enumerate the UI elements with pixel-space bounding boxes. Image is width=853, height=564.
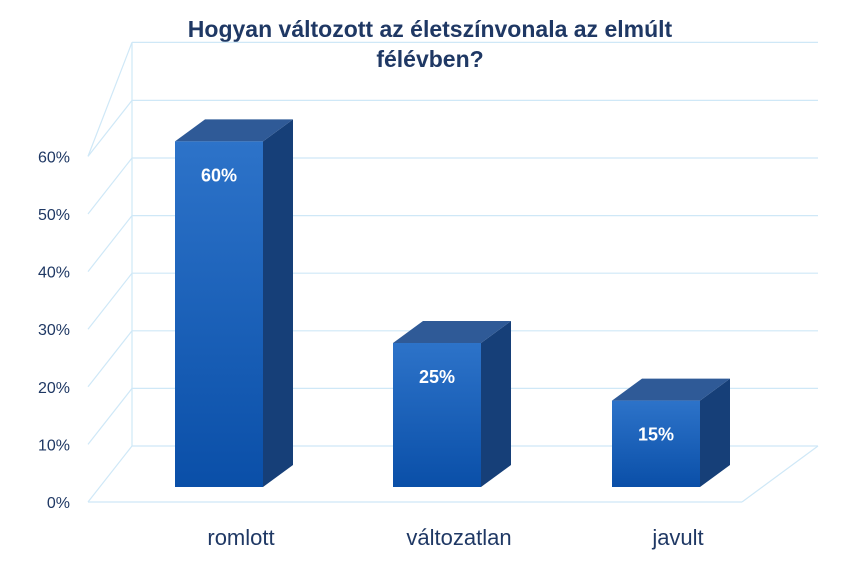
gridline-side-top bbox=[87, 42, 133, 157]
bar-javult: 15% bbox=[612, 378, 730, 487]
bar-romlott: 60% bbox=[175, 119, 293, 488]
bar-side-face bbox=[481, 321, 511, 487]
gridline-side bbox=[87, 272, 133, 330]
floor-right-edge bbox=[741, 445, 819, 503]
chart-title-line-2: félévben? bbox=[376, 46, 483, 72]
x-tick-label: javult bbox=[651, 525, 703, 550]
x-axis-ticks: romlott változatlan javult bbox=[207, 525, 703, 550]
bar-front-face bbox=[612, 400, 700, 487]
bar-top-face bbox=[175, 119, 293, 142]
bar-side-face bbox=[700, 378, 730, 487]
bar-top-face bbox=[393, 321, 511, 343]
bar-side-face bbox=[263, 119, 293, 488]
bar-front-face bbox=[393, 343, 481, 487]
gridline-side bbox=[87, 388, 133, 445]
y-tick-label: 10% bbox=[38, 437, 70, 454]
y-tick-label: 50% bbox=[38, 207, 70, 224]
x-tick-label: romlott bbox=[207, 525, 274, 550]
data-label: 15% bbox=[638, 425, 674, 445]
y-axis-ticks: 0% 10% 20% 30% 40% 50% 60% bbox=[38, 149, 70, 512]
x-tick-label: változatlan bbox=[406, 525, 511, 550]
bars: 60% 25% 15% bbox=[175, 119, 730, 488]
y-tick-label: 20% bbox=[38, 380, 70, 397]
gridline-side bbox=[87, 445, 133, 503]
data-label: 60% bbox=[201, 165, 237, 185]
bar-top-face bbox=[612, 378, 730, 401]
y-tick-label: 0% bbox=[47, 495, 70, 512]
gridline-side bbox=[87, 157, 133, 215]
gridline-side bbox=[87, 100, 133, 157]
y-tick-label: 40% bbox=[38, 265, 70, 282]
gridline-side bbox=[87, 215, 133, 272]
y-tick-label: 60% bbox=[38, 149, 70, 166]
bar-változatlan: 25% bbox=[393, 321, 511, 487]
bar-front-face bbox=[175, 141, 263, 487]
y-tick-label: 30% bbox=[38, 322, 70, 339]
chart-title-line-1: Hogyan változott az életszínvonala az el… bbox=[188, 16, 673, 42]
data-label: 25% bbox=[419, 367, 455, 387]
gridline-side bbox=[87, 330, 133, 388]
